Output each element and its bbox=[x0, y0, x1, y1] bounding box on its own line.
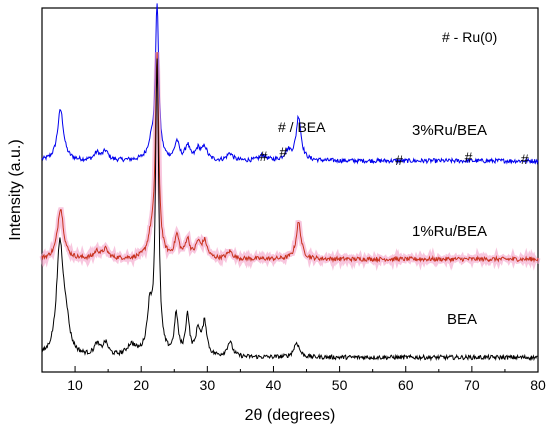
series-label-2: BEA bbox=[447, 311, 477, 328]
hash-marker: # bbox=[260, 148, 268, 164]
plot-frame bbox=[41, 7, 539, 373]
series-line-2 bbox=[41, 58, 539, 362]
x-tick-label: 60 bbox=[398, 377, 414, 393]
series-layer bbox=[39, 3, 541, 362]
hash-marker: # bbox=[279, 144, 287, 160]
x-tick-label: 50 bbox=[332, 377, 348, 393]
labels-layer: 3%Ru/BEA 1%Ru/BEA BEA # # # # # bbox=[260, 122, 529, 328]
series-line-1 bbox=[41, 52, 539, 264]
x-tick-label: 10 bbox=[67, 377, 83, 393]
series-label-1: 1%Ru/BEA bbox=[412, 223, 487, 240]
hash-marker: # bbox=[465, 149, 473, 165]
x-tick-label: 30 bbox=[200, 377, 216, 393]
hash-marker: # bbox=[521, 151, 529, 167]
x-tick-label: 70 bbox=[464, 377, 480, 393]
y-axis-title: Intensity (a.u.) bbox=[7, 139, 24, 240]
x-axis-ticks: 10 20 30 40 50 60 70 80 bbox=[41, 366, 546, 393]
bea-peak-note: # / BEA bbox=[278, 119, 326, 135]
x-axis-title: 2θ (degrees) bbox=[245, 407, 336, 424]
hash-marker: # bbox=[395, 152, 403, 168]
series-line-0 bbox=[41, 3, 539, 165]
x-tick-label: 40 bbox=[266, 377, 282, 393]
series-label-0: 3%Ru/BEA bbox=[412, 122, 487, 139]
x-tick-label: 80 bbox=[530, 377, 546, 393]
x-tick-label: 20 bbox=[133, 377, 149, 393]
ru-legend-note: # - Ru(0) bbox=[442, 29, 497, 45]
